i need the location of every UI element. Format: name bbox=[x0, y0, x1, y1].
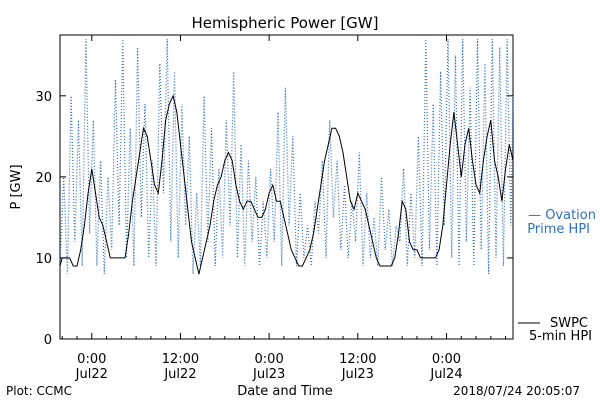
y-tick-label: 30 bbox=[35, 90, 52, 105]
chart-title: Hemispheric Power [GW] bbox=[192, 14, 379, 32]
legend-swpc-line1: SWPC bbox=[550, 316, 588, 331]
x-tick-date: Jul23 bbox=[341, 367, 374, 382]
x-tick-time: 0:00 bbox=[255, 352, 284, 367]
x-tick-date: Jul22 bbox=[75, 367, 108, 382]
x-tick-time: 0:00 bbox=[77, 352, 106, 367]
series-layer bbox=[59, 39, 514, 275]
x-tick-time: 0:00 bbox=[432, 352, 461, 367]
series-line bbox=[59, 39, 514, 275]
y-tick-label: 0 bbox=[44, 333, 52, 348]
x-tick-date: Jul24 bbox=[429, 367, 462, 382]
y-tick-label: 20 bbox=[35, 171, 52, 186]
y-tick-label: 10 bbox=[35, 252, 52, 267]
legend-ovation-line2: Prime HPI bbox=[527, 222, 590, 237]
footer-right: 2018/07/24 20:05:07 bbox=[453, 384, 580, 398]
legend-ovation-line1: — Ovation bbox=[528, 208, 596, 223]
x-tick-time: 12:00 bbox=[339, 352, 376, 367]
series-line bbox=[59, 94, 514, 275]
legend-swpc-line2: 5-min HPI bbox=[529, 329, 592, 344]
plot-frame bbox=[59, 34, 514, 340]
x-axis-label: Date and Time bbox=[237, 384, 333, 399]
footer-left: Plot: CCMC bbox=[6, 384, 72, 398]
axis-ticks: 01020300:00Jul2212:00Jul220:00Jul2312:00… bbox=[35, 35, 513, 382]
x-tick-date: Jul22 bbox=[163, 367, 196, 382]
x-tick-date: Jul23 bbox=[252, 367, 285, 382]
x-tick-time: 12:00 bbox=[162, 352, 199, 367]
y-axis-label: P [GW] bbox=[9, 164, 24, 209]
